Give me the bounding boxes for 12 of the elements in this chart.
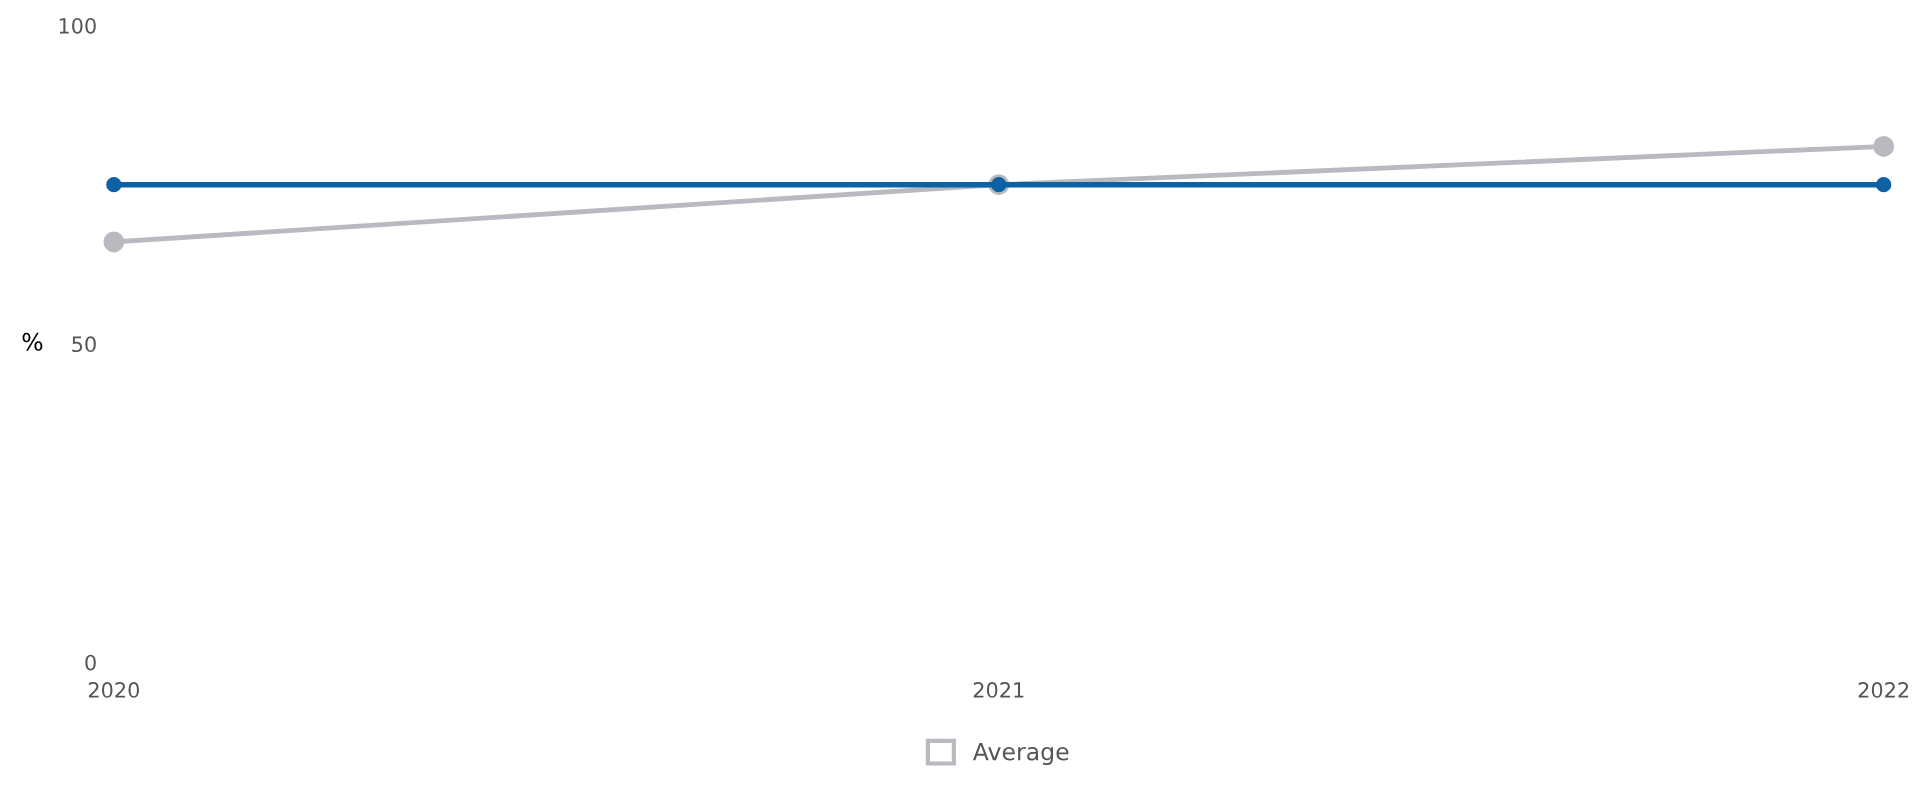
- y-tick-label: 100: [59, 17, 96, 34]
- point: [1876, 177, 1892, 193]
- point: [1873, 136, 1895, 157]
- point: [106, 177, 122, 193]
- x-tick-label: 2020: [88, 682, 139, 698]
- y-tick-label: 0: [85, 654, 96, 671]
- x-tick-label: 2022: [1858, 682, 1909, 698]
- legend-label: Average: [972, 742, 1069, 766]
- point: [103, 231, 125, 253]
- x-tick-label: 2021: [973, 682, 1024, 698]
- y-tick-label: 50: [72, 336, 96, 353]
- y-axis-title: %: [22, 332, 43, 351]
